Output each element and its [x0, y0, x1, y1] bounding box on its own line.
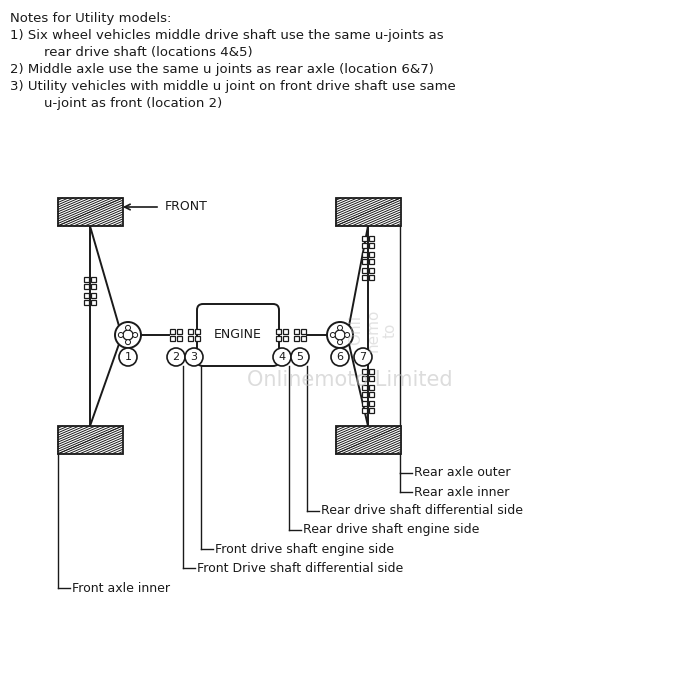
Polygon shape — [362, 268, 368, 274]
Polygon shape — [176, 335, 182, 341]
Polygon shape — [362, 376, 368, 381]
Polygon shape — [294, 335, 300, 341]
Polygon shape — [188, 335, 193, 341]
Circle shape — [125, 326, 130, 330]
Text: 2: 2 — [172, 352, 180, 362]
Circle shape — [291, 348, 309, 366]
Polygon shape — [369, 274, 374, 280]
Text: Rear axle inner: Rear axle inner — [414, 486, 510, 498]
Circle shape — [119, 348, 137, 366]
Circle shape — [123, 330, 133, 340]
Polygon shape — [283, 335, 288, 341]
Circle shape — [125, 340, 130, 344]
Polygon shape — [362, 236, 368, 241]
Polygon shape — [84, 300, 90, 305]
FancyBboxPatch shape — [197, 304, 279, 366]
Polygon shape — [369, 243, 374, 248]
Polygon shape — [90, 293, 96, 298]
Text: 4: 4 — [279, 352, 286, 362]
Text: 5: 5 — [297, 352, 304, 362]
Polygon shape — [294, 329, 300, 335]
Polygon shape — [84, 284, 90, 289]
Text: Onli
nemo
to: Onli nemo to — [348, 308, 398, 351]
Polygon shape — [369, 407, 374, 413]
Polygon shape — [369, 369, 374, 375]
Text: ENGINE: ENGINE — [214, 328, 262, 342]
Polygon shape — [369, 385, 374, 391]
Polygon shape — [362, 243, 368, 248]
Circle shape — [133, 332, 138, 337]
Circle shape — [331, 348, 349, 366]
Polygon shape — [276, 335, 281, 341]
Text: Front axle inner: Front axle inner — [72, 582, 170, 594]
Polygon shape — [170, 329, 176, 335]
Polygon shape — [300, 329, 306, 335]
Circle shape — [337, 340, 342, 344]
Polygon shape — [362, 401, 368, 407]
Text: Front Drive shaft differential side: Front Drive shaft differential side — [197, 561, 403, 575]
Polygon shape — [195, 329, 200, 335]
Polygon shape — [369, 268, 374, 274]
Polygon shape — [176, 329, 182, 335]
Text: Rear drive shaft differential side: Rear drive shaft differential side — [321, 505, 523, 517]
Circle shape — [115, 322, 141, 348]
Polygon shape — [276, 329, 281, 335]
Polygon shape — [188, 329, 193, 335]
Polygon shape — [57, 426, 122, 454]
Polygon shape — [362, 407, 368, 413]
Polygon shape — [369, 376, 374, 381]
Polygon shape — [90, 300, 96, 305]
Polygon shape — [369, 391, 374, 397]
Polygon shape — [369, 236, 374, 241]
Text: 2) Middle axle use the same u joints as rear axle (location 6&7): 2) Middle axle use the same u joints as … — [10, 63, 434, 76]
Circle shape — [185, 348, 203, 366]
Polygon shape — [335, 198, 400, 226]
Text: Rear axle outer: Rear axle outer — [414, 466, 510, 480]
Text: u-joint as front (location 2): u-joint as front (location 2) — [10, 97, 223, 110]
Text: Front drive shaft engine side: Front drive shaft engine side — [215, 542, 394, 556]
Text: Notes for Utility models:: Notes for Utility models: — [10, 12, 172, 25]
Text: rear drive shaft (locations 4&5): rear drive shaft (locations 4&5) — [10, 46, 253, 59]
Polygon shape — [335, 426, 400, 454]
Polygon shape — [362, 369, 368, 375]
Text: 1: 1 — [125, 352, 132, 362]
Text: Rear drive shaft engine side: Rear drive shaft engine side — [303, 524, 480, 536]
Text: 3) Utility vehicles with middle u joint on front drive shaft use same: 3) Utility vehicles with middle u joint … — [10, 80, 456, 93]
Polygon shape — [170, 335, 176, 341]
Polygon shape — [90, 277, 96, 282]
Text: 7: 7 — [359, 352, 367, 362]
Text: FRONT: FRONT — [165, 200, 208, 214]
Circle shape — [354, 348, 372, 366]
Circle shape — [335, 330, 345, 340]
Polygon shape — [369, 252, 374, 258]
Circle shape — [344, 332, 349, 337]
Circle shape — [330, 332, 335, 337]
Polygon shape — [84, 277, 90, 282]
Polygon shape — [362, 274, 368, 280]
Text: Onlinemoto Limited: Onlinemoto Limited — [247, 370, 453, 390]
Text: 3: 3 — [190, 352, 197, 362]
Polygon shape — [362, 258, 368, 264]
Polygon shape — [300, 335, 306, 341]
Circle shape — [337, 326, 342, 330]
Polygon shape — [283, 329, 288, 335]
Polygon shape — [195, 335, 200, 341]
Polygon shape — [362, 391, 368, 397]
Polygon shape — [84, 293, 90, 298]
Polygon shape — [57, 198, 122, 226]
Polygon shape — [362, 385, 368, 391]
Polygon shape — [369, 258, 374, 264]
Circle shape — [167, 348, 185, 366]
Circle shape — [327, 322, 353, 348]
Polygon shape — [362, 252, 368, 258]
Polygon shape — [369, 401, 374, 407]
Circle shape — [273, 348, 291, 366]
Polygon shape — [90, 284, 96, 289]
Text: 1) Six wheel vehicles middle drive shaft use the same u-joints as: 1) Six wheel vehicles middle drive shaft… — [10, 29, 444, 42]
Circle shape — [118, 332, 123, 337]
Text: 6: 6 — [337, 352, 344, 362]
